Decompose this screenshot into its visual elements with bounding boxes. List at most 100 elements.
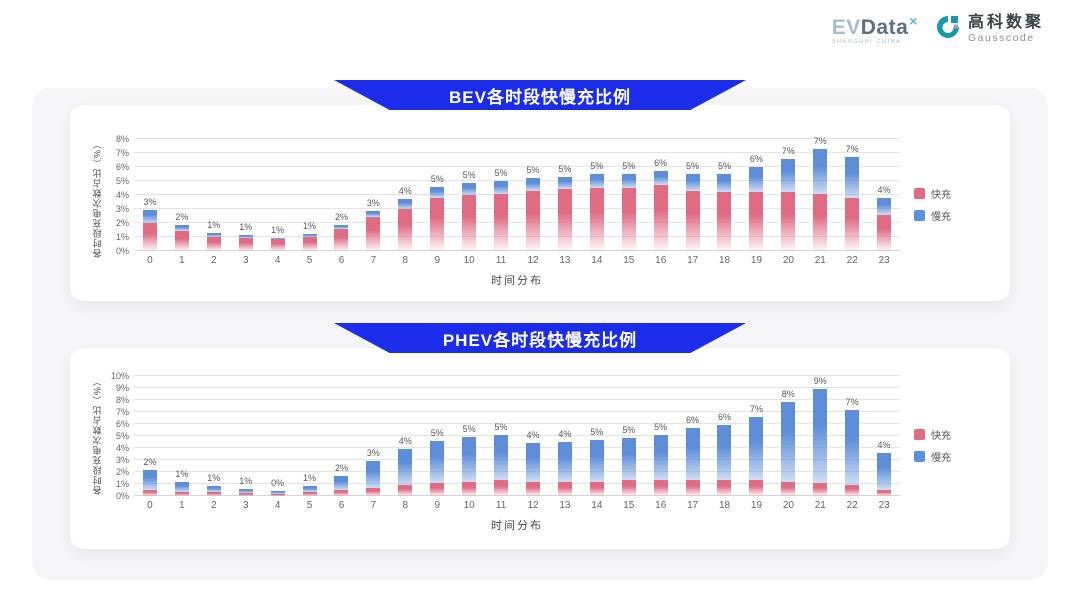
bar-column: 1%: [198, 139, 230, 251]
fast-charge-segment: [366, 217, 381, 251]
bar-value-label: 2%: [334, 212, 348, 223]
bar-column: 6%: [677, 376, 709, 496]
bar-column: 6%: [645, 139, 677, 251]
bar-value-label: 7%: [813, 135, 827, 146]
x-tick-label: 4: [274, 255, 281, 266]
stacked-bar: [142, 469, 157, 496]
bar-value-label: 5%: [430, 173, 444, 184]
legend-item-slow[interactable]: 慢充: [914, 449, 998, 464]
fast-charge-segment: [206, 492, 221, 496]
bev-chart-card: 各时段充电次数占比（%） 0% 1% 2% 3% 4% 5% 6% 7% 8% 3% 2% 1% 1%…: [70, 105, 1010, 301]
stacked-bar: [685, 174, 700, 251]
stacked-bar: [653, 434, 668, 496]
stacked-bar: [430, 186, 445, 251]
y-tick-label: 2%: [115, 467, 129, 477]
slow-charge-segment: [717, 174, 732, 193]
bev-x-axis-ticks: 0 1 2 3 4 5 6 7 8 9 10 11 12 13 14 15 16 17 18 19 20 21 22 23: [134, 255, 900, 266]
fast-charge-segment: [302, 237, 317, 251]
fast-charge-segment: [749, 192, 764, 251]
fast-charge-segment: [206, 237, 221, 251]
stacked-bar: [366, 211, 381, 251]
gridline: [134, 423, 900, 424]
fast-charge-segment: [462, 481, 477, 496]
x-tick-label: 8: [402, 255, 409, 266]
bar-column: 5%: [677, 139, 709, 251]
stacked-bar: [334, 225, 349, 251]
slow-charge-segment: [494, 181, 509, 194]
stacked-bar: [877, 452, 892, 496]
slow-charge-segment: [206, 486, 221, 493]
y-tick-label: 3%: [115, 204, 129, 214]
bar-column: 5%: [613, 139, 645, 251]
x-tick-label: 21: [814, 255, 826, 266]
bar-column: 3%: [357, 376, 389, 496]
x-tick-label: 10: [463, 255, 475, 266]
x-tick-label: 23: [878, 255, 890, 266]
bar-column: 0%: [262, 376, 294, 496]
fast-charge-segment: [494, 480, 509, 496]
x-tick-label: 13: [559, 500, 571, 511]
bar-value-label: 5%: [430, 427, 444, 438]
bar-column: 8%: [772, 376, 804, 496]
bar-value-label: 4%: [877, 184, 891, 195]
stacked-bar: [621, 174, 636, 251]
evdata-x-icon: ×: [909, 12, 918, 29]
bar-column: 1%: [198, 376, 230, 496]
x-tick-label: 11: [495, 255, 507, 266]
stacked-bar: [877, 197, 892, 251]
stacked-bar: [270, 490, 285, 496]
x-tick-label: 6: [338, 500, 345, 511]
phev-x-axis-ticks: 0 1 2 3 4 5 6 7 8 9 10 11 12 13 14 15 16 17 18 19 20 21 22 23: [134, 500, 900, 511]
slow-charge-segment: [781, 402, 796, 482]
bar-value-label: 5%: [590, 161, 604, 171]
x-tick-label: 7: [370, 500, 377, 511]
fast-charge-segment: [142, 490, 157, 496]
x-tick-label: 23: [878, 500, 890, 511]
bev-y-axis-title: 各时段充电次数占比（%）: [92, 139, 103, 259]
x-tick-label: 16: [655, 500, 667, 511]
bar-value-label: 2%: [334, 462, 348, 473]
stacked-bar: [206, 486, 221, 496]
bar-column: 6%: [709, 376, 741, 496]
slow-charge-segment: [462, 437, 477, 482]
slow-charge-segment: [334, 225, 349, 230]
slow-charge-segment: [877, 197, 892, 215]
stacked-bar: [813, 389, 828, 496]
bar-value-label: 8%: [781, 389, 795, 400]
stacked-bar: [206, 232, 221, 251]
gridline: [134, 399, 900, 400]
bar-column: 5%: [613, 376, 645, 496]
slow-charge-segment: [845, 157, 860, 198]
slow-charge-segment: [430, 440, 445, 483]
fast-charge-segment: [653, 480, 668, 496]
bar-column: 7%: [836, 139, 868, 251]
legend-item-fast[interactable]: 快充: [914, 427, 998, 442]
legend-item-slow[interactable]: 慢充: [914, 208, 998, 223]
bar-column: 1%: [294, 376, 326, 496]
gridline: [134, 387, 900, 388]
slow-charge-segment: [398, 199, 413, 209]
slow-charge-segment: [557, 442, 572, 482]
y-tick-label: 0%: [115, 491, 129, 501]
bev-chart-title: BEV各时段快慢充比例: [449, 87, 631, 107]
legend-item-fast[interactable]: 快充: [914, 186, 998, 201]
gridline: [134, 411, 900, 412]
bar-value-label: 5%: [494, 421, 508, 432]
bar-value-label: 7%: [845, 396, 859, 407]
fast-charge-segment: [717, 480, 732, 496]
phev-chart-title: PHEV各时段快慢充比例: [442, 330, 638, 350]
stacked-bar: [174, 481, 189, 496]
bar-column: 1%: [262, 139, 294, 251]
bar-value-label: 3%: [143, 196, 157, 207]
y-tick-label: 4%: [115, 190, 129, 200]
bar-column: 1%: [166, 376, 198, 496]
y-tick-label: 1%: [115, 232, 129, 242]
slow-charge-segment: [813, 148, 828, 194]
bar-column: 5%: [421, 376, 453, 496]
fast-charge-segment: [557, 481, 572, 496]
phev-y-axis-ticks: 0% 1% 2% 3% 4% 5% 6% 7% 8% 9% 10%: [104, 371, 134, 501]
x-tick-label: 22: [846, 255, 858, 266]
gridline: [134, 459, 900, 460]
stacked-bar: [494, 181, 509, 251]
gausscode-en: Gausscode: [967, 32, 1035, 45]
